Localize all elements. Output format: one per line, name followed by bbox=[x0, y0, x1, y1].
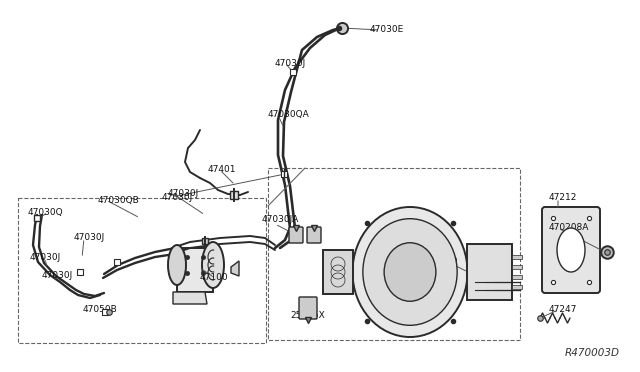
Text: 47030J: 47030J bbox=[162, 192, 193, 202]
Bar bbox=[512, 265, 522, 269]
Text: 470208A: 470208A bbox=[549, 224, 589, 232]
Text: 47030Q: 47030Q bbox=[28, 208, 63, 217]
Ellipse shape bbox=[353, 207, 467, 337]
Bar bbox=[512, 285, 522, 289]
Ellipse shape bbox=[557, 228, 585, 272]
Text: 47247: 47247 bbox=[549, 305, 577, 314]
Text: 47030J: 47030J bbox=[30, 253, 61, 263]
Bar bbox=[268, 168, 520, 340]
Polygon shape bbox=[173, 292, 207, 304]
Polygon shape bbox=[231, 261, 239, 276]
Text: 47030J: 47030J bbox=[275, 58, 307, 67]
Bar bbox=[512, 255, 522, 259]
Ellipse shape bbox=[168, 245, 186, 285]
Text: 25085X: 25085X bbox=[290, 311, 324, 321]
FancyBboxPatch shape bbox=[467, 244, 512, 300]
FancyBboxPatch shape bbox=[542, 207, 600, 293]
Text: R470003D: R470003D bbox=[565, 348, 620, 358]
Text: 47100: 47100 bbox=[200, 273, 228, 282]
Text: 47030JA: 47030JA bbox=[262, 215, 300, 224]
FancyBboxPatch shape bbox=[307, 227, 321, 243]
Bar bbox=[18, 198, 266, 343]
Text: 47030QB: 47030QB bbox=[98, 196, 140, 205]
Text: 47210: 47210 bbox=[430, 257, 458, 266]
FancyBboxPatch shape bbox=[289, 227, 303, 243]
Text: 47030J: 47030J bbox=[168, 189, 199, 198]
Text: 47050B: 47050B bbox=[83, 305, 118, 314]
Text: 47030E: 47030E bbox=[370, 26, 404, 35]
Bar bbox=[512, 275, 522, 279]
Text: 47212: 47212 bbox=[549, 193, 577, 202]
Ellipse shape bbox=[202, 242, 224, 288]
FancyBboxPatch shape bbox=[323, 250, 353, 294]
Ellipse shape bbox=[384, 243, 436, 301]
Text: 47030QA: 47030QA bbox=[268, 110, 310, 119]
Polygon shape bbox=[177, 248, 213, 292]
Ellipse shape bbox=[363, 219, 457, 325]
Text: 47030J: 47030J bbox=[42, 270, 73, 279]
FancyBboxPatch shape bbox=[299, 297, 317, 319]
Text: 47401: 47401 bbox=[208, 166, 237, 174]
Text: 47030J: 47030J bbox=[74, 234, 105, 243]
